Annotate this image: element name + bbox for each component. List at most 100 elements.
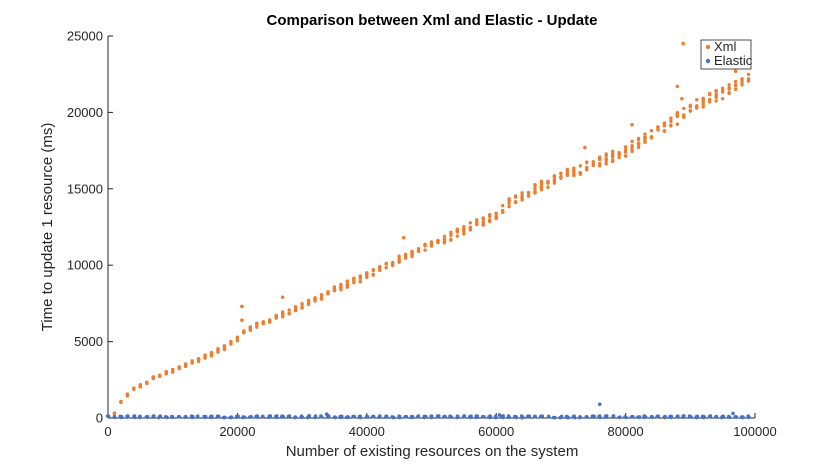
elastic-point	[592, 415, 596, 419]
xml-point	[533, 189, 537, 194]
xml-point	[552, 181, 557, 185]
elastic-point	[482, 415, 486, 419]
elastic-point	[144, 415, 148, 419]
elastic-point	[474, 414, 478, 418]
xml-point	[552, 178, 557, 182]
xml-point	[598, 164, 602, 168]
chart-legend: Xml Elastic	[700, 39, 753, 70]
xml-point	[559, 175, 563, 180]
xml-point	[695, 98, 699, 102]
xml-point	[384, 262, 388, 266]
xml-point	[520, 198, 524, 202]
xml-point	[462, 226, 466, 231]
elastic-point	[636, 415, 640, 419]
xml-point	[695, 106, 699, 110]
x-axis-ticks: 0 20000 40000 60000 80000 100000	[104, 413, 777, 439]
xml-point	[604, 157, 608, 161]
elastic-point	[546, 415, 551, 419]
elastic-point	[501, 414, 505, 418]
xml-point	[488, 214, 492, 219]
xml-point	[164, 371, 168, 376]
elastic-point	[727, 414, 731, 419]
xml-point	[358, 280, 363, 284]
elastic-point	[707, 415, 712, 419]
xml-point	[481, 216, 485, 220]
xml-point	[507, 199, 511, 203]
elastic-point	[411, 415, 415, 419]
elastic-point	[333, 415, 338, 420]
xml-point	[300, 306, 304, 310]
elastic-point	[307, 414, 312, 418]
xml-point	[462, 232, 466, 236]
elastic-point	[442, 415, 446, 419]
xml-point	[158, 373, 162, 377]
elastic-point	[299, 414, 304, 418]
elastic-point	[254, 414, 259, 418]
xml-point	[222, 347, 227, 352]
xml-point	[203, 353, 207, 357]
xml-point	[209, 351, 214, 355]
elastic-point	[339, 415, 343, 419]
xml-point	[714, 93, 718, 97]
xml-point	[669, 119, 673, 123]
xml-point	[636, 143, 641, 147]
xml-point	[746, 72, 751, 77]
elastic-point	[617, 415, 621, 420]
xml-point	[397, 254, 401, 258]
xml-point	[682, 106, 686, 111]
xml-point	[733, 69, 738, 73]
legend-marker-elastic	[705, 58, 711, 64]
elastic-point	[597, 402, 602, 407]
xml-point	[559, 171, 563, 176]
xml-point	[708, 92, 712, 97]
xml-point	[727, 83, 731, 87]
xml-point	[481, 223, 485, 227]
elastic-point	[566, 415, 570, 420]
xml-point	[240, 304, 244, 309]
xml-point	[630, 143, 634, 148]
xml-point	[488, 219, 492, 224]
xml-point	[222, 344, 227, 348]
elastic-point	[236, 414, 240, 418]
elastic-point	[650, 415, 655, 420]
xml-point	[248, 325, 253, 329]
elastic-point	[533, 414, 537, 418]
elastic-point	[268, 414, 273, 418]
xml-point	[649, 129, 654, 133]
xml-point	[623, 147, 628, 152]
xml-point	[240, 318, 244, 323]
elastic-point	[493, 414, 498, 418]
xml-point	[293, 304, 298, 309]
xml-point	[669, 116, 673, 121]
xml-point	[720, 97, 725, 101]
elastic-point	[203, 415, 208, 420]
elastic-point	[585, 415, 589, 419]
elastic-point	[176, 414, 181, 419]
elastic-point	[320, 414, 324, 419]
xml-point	[507, 201, 511, 206]
xml-point	[583, 145, 587, 150]
elastic-point	[170, 414, 174, 419]
elastic-point	[455, 415, 459, 420]
xml-point	[513, 194, 518, 198]
xml-point	[300, 302, 304, 306]
elastic-point	[497, 413, 502, 417]
xml-point	[533, 184, 537, 188]
xml-point	[649, 136, 654, 140]
xml-point	[436, 238, 440, 243]
xml-point	[306, 300, 311, 304]
xml-point	[680, 96, 684, 101]
xml-point	[572, 170, 576, 174]
xml-point	[604, 153, 608, 158]
elastic-point	[598, 414, 602, 418]
elastic-point	[416, 415, 420, 419]
elastic-point	[669, 414, 673, 418]
xml-point	[358, 275, 363, 279]
elastic-point	[701, 414, 706, 419]
elastic-point	[514, 415, 519, 420]
xml-point	[242, 331, 246, 335]
y-tick-label: 25000	[67, 29, 103, 44]
elastic-point	[714, 415, 718, 419]
xml-point	[287, 311, 291, 316]
xml-point	[287, 308, 291, 312]
